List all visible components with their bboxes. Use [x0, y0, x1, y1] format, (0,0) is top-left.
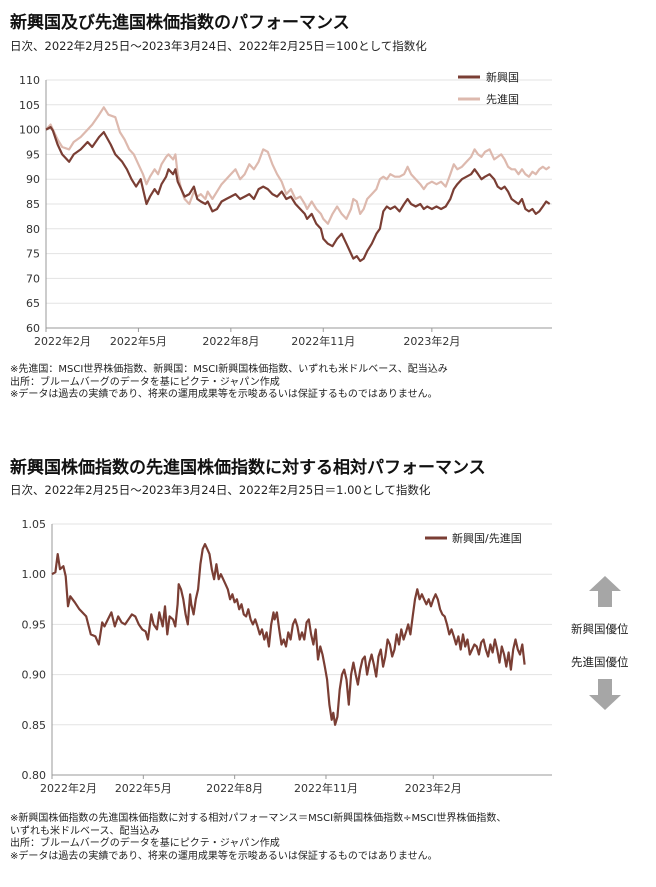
x-tick-label: 2022年8月: [206, 781, 263, 795]
series-line-先進国: [45, 106, 551, 225]
x-tick-label: 2023年2月: [405, 781, 462, 795]
y-tick-label: 0.95: [22, 618, 47, 631]
chart2-plot: 0.80 0.85 0.90 0.95 1.00 1.05 2022年2月 2022年5月 20…: [22, 518, 552, 795]
x-tick-label: 2022年2月: [40, 781, 97, 795]
y-tick-label: 0.90: [22, 669, 47, 682]
chart2-note-4: ※データは過去の実績であり、将来の運用成果等を示唆あるいは保証するものではありま…: [10, 850, 438, 862]
dm-advantage-label: 先進国優位: [571, 655, 629, 669]
y-tick-label: 95: [26, 148, 40, 161]
chart1-subtitle: 日次、2022年2月25日～2023年3月24日、2022年2月25日＝100と…: [10, 39, 427, 53]
series-line-新興国/先進国: [51, 543, 526, 726]
y-tick-label: 75: [26, 248, 40, 261]
chart1-title: 新興国及び先進国株価指数のパフォーマンス: [10, 13, 350, 33]
chart2-subtitle: 日次、2022年2月25日～2023年3月24日、2022年2月25日＝1.00…: [10, 483, 431, 497]
y-tick-label: 70: [26, 272, 40, 285]
y-tick-label: 60: [26, 322, 40, 335]
legend-label: 新興国/先進国: [452, 531, 522, 545]
y-tick-label: 1.00: [22, 568, 47, 581]
down-arrow-icon: [589, 679, 621, 715]
y-tick-label: 0.85: [22, 719, 47, 732]
y-tick-label: 80: [26, 223, 40, 236]
y-tick-label: 100: [19, 124, 40, 137]
x-tick-label: 2022年11月: [294, 781, 358, 795]
chart1-plot: 60 65 70 75 80 85 90 95 100 105 110 2022年2月 2022年5月 2…: [19, 70, 552, 348]
x-tick-label: 2022年8月: [202, 334, 259, 348]
x-tick-label: 2022年11月: [291, 334, 355, 348]
chart1-note-3: ※データは過去の実績であり、将来の運用成果等を示唆あるいは保証するものではありま…: [10, 389, 438, 400]
x-tick-label: 2022年2月: [34, 334, 91, 348]
series-line-新興国: [45, 126, 551, 263]
chart1-notes: ※先進国：MSCI世界株価指数、新興国：MSCI新興国株価指数、いずれも米ドルベ…: [10, 364, 448, 402]
x-tick-label: 2022年5月: [115, 781, 172, 795]
em-advantage-label: 新興国優位: [571, 622, 629, 636]
legend-label: 先進国: [486, 93, 519, 106]
legend-label: 新興国: [486, 70, 519, 84]
chart2-notes: ※新興国株価指数の先進国株価指数に対する相対パフォーマンス＝MSCI新興国株価指…: [10, 813, 506, 863]
chart2-note-3: 出所：ブルームバーグのデータを基にピクテ・ジャパン作成: [10, 838, 280, 849]
y-tick-label: 110: [19, 74, 40, 87]
chart2-note-2: いずれも米ドルベース、配当込み: [10, 825, 160, 837]
y-tick-label: 85: [26, 198, 40, 211]
y-tick-label: 90: [26, 173, 40, 186]
chart1-note-2: 出所：ブルームバーグのデータを基にピクテ・ジャパン作成: [10, 376, 280, 388]
chart2-title: 新興国株価指数の先進国株価指数に対する相対パフォーマンス: [10, 458, 486, 478]
x-tick-label: 2022年5月: [110, 334, 167, 348]
y-tick-label: 0.80: [22, 769, 47, 782]
y-tick-label: 105: [19, 99, 40, 112]
y-tick-label: 65: [26, 297, 40, 310]
y-tick-label: 1.05: [22, 518, 47, 531]
up-arrow-icon: [589, 576, 621, 612]
chart2-note-1: ※新興国株価指数の先進国株価指数に対する相対パフォーマンス＝MSCI新興国株価指…: [10, 813, 507, 824]
x-tick-label: 2023年2月: [403, 334, 460, 348]
chart1-note-1: ※先進国：MSCI世界株価指数、新興国：MSCI新興国株価指数、いずれも米ドルベ…: [10, 364, 448, 375]
